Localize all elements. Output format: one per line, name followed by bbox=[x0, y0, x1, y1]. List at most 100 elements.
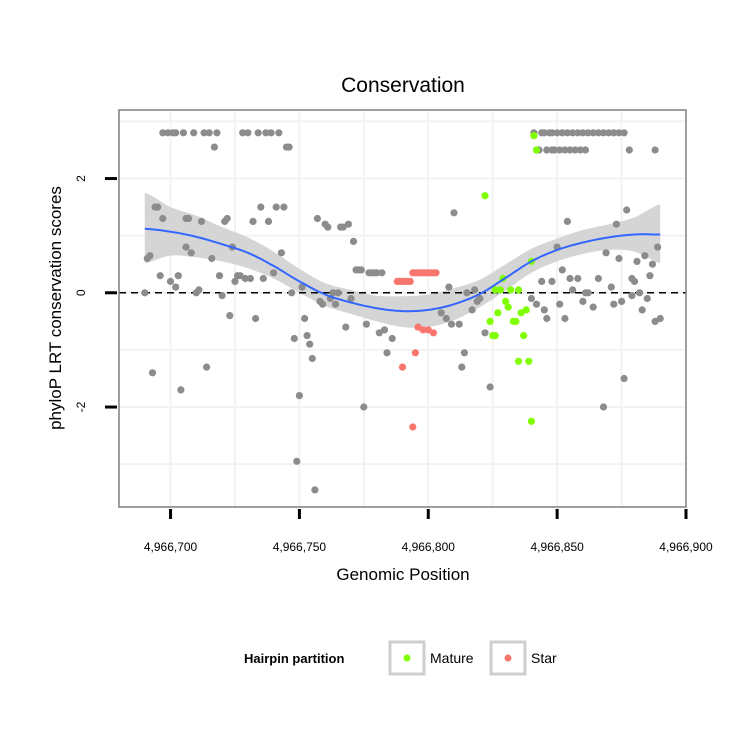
point-other bbox=[574, 129, 582, 137]
point-other bbox=[589, 303, 597, 311]
point-other bbox=[548, 129, 556, 137]
point-mature bbox=[496, 286, 504, 294]
point-other bbox=[538, 277, 546, 285]
point-other bbox=[280, 203, 288, 211]
point-mature bbox=[512, 317, 520, 325]
point-other bbox=[342, 323, 350, 331]
point-other bbox=[148, 369, 157, 377]
point-other bbox=[574, 274, 582, 283]
point-other bbox=[254, 129, 262, 137]
legend-title: Hairpin partition bbox=[244, 651, 344, 666]
point-other bbox=[146, 252, 154, 260]
point-other bbox=[437, 309, 445, 317]
point-other bbox=[166, 277, 175, 285]
point-other bbox=[215, 272, 224, 280]
point-other bbox=[200, 129, 208, 137]
point-other bbox=[210, 143, 218, 151]
point-other bbox=[468, 306, 476, 314]
y-tick-label: 2 bbox=[74, 175, 88, 182]
point-other bbox=[331, 300, 340, 308]
point-other bbox=[450, 209, 458, 217]
point-other bbox=[569, 129, 577, 137]
point-other bbox=[306, 340, 314, 348]
confidence-band bbox=[144, 192, 661, 328]
legend-star-dot bbox=[504, 654, 512, 662]
x-tick-label: 4,966,800 bbox=[402, 540, 456, 554]
point-other bbox=[563, 217, 572, 225]
point-other bbox=[208, 254, 216, 263]
point-other bbox=[344, 220, 352, 228]
point-other bbox=[543, 314, 551, 323]
point-mature bbox=[486, 317, 494, 325]
point-other bbox=[298, 283, 306, 291]
point-other bbox=[213, 129, 221, 137]
point-other bbox=[275, 129, 283, 137]
point-other bbox=[303, 332, 311, 340]
point-other bbox=[643, 294, 651, 303]
point-mature bbox=[502, 297, 510, 305]
point-other bbox=[654, 243, 662, 251]
x-tick-label: 4,966,750 bbox=[273, 540, 327, 554]
point-other bbox=[360, 403, 368, 411]
point-other bbox=[460, 349, 468, 357]
point-other bbox=[141, 289, 149, 297]
point-other bbox=[532, 300, 541, 308]
point-other bbox=[620, 374, 628, 383]
point-other bbox=[540, 129, 548, 137]
point-other bbox=[190, 129, 198, 137]
point-other bbox=[579, 297, 587, 305]
point-other bbox=[625, 146, 633, 154]
point-other bbox=[378, 269, 386, 277]
point-other bbox=[594, 274, 603, 283]
point-other bbox=[301, 314, 309, 323]
point-other bbox=[197, 217, 206, 225]
point-other bbox=[618, 297, 626, 305]
point-other bbox=[447, 320, 456, 328]
point-other bbox=[636, 289, 644, 297]
point-other bbox=[308, 354, 316, 363]
point-other bbox=[648, 260, 657, 268]
point-other bbox=[264, 217, 273, 225]
point-mature bbox=[522, 306, 530, 314]
point-other bbox=[589, 129, 597, 137]
point-other bbox=[581, 146, 590, 154]
point-other bbox=[556, 146, 564, 154]
point-other bbox=[486, 383, 494, 391]
point-other bbox=[388, 334, 396, 343]
point-star bbox=[398, 363, 407, 371]
point-other bbox=[185, 214, 193, 223]
point-other bbox=[594, 129, 603, 137]
point-other bbox=[156, 272, 164, 280]
x-tick-label: 4,966,700 bbox=[144, 540, 198, 554]
y-tick-label: -2 bbox=[74, 401, 88, 412]
point-other bbox=[241, 274, 249, 283]
point-other bbox=[195, 286, 203, 294]
point-mature bbox=[504, 303, 512, 311]
point-other bbox=[288, 289, 296, 297]
point-other bbox=[558, 129, 566, 137]
point-star bbox=[406, 277, 414, 285]
point-mature bbox=[525, 357, 533, 365]
point-star bbox=[429, 329, 437, 337]
point-other bbox=[646, 272, 654, 280]
point-other bbox=[259, 274, 267, 283]
point-other bbox=[223, 214, 231, 223]
point-other bbox=[607, 283, 615, 291]
point-other bbox=[380, 326, 389, 334]
point-other bbox=[218, 292, 226, 300]
point-other bbox=[623, 206, 631, 214]
y-tick-label: 0 bbox=[74, 289, 88, 296]
y-axis-label: phyloP LRT conservation scores bbox=[46, 186, 65, 430]
x-axis-label: Genomic Position bbox=[336, 565, 469, 584]
point-other bbox=[334, 289, 342, 297]
point-other bbox=[270, 269, 278, 277]
point-other bbox=[231, 277, 239, 285]
point-other bbox=[267, 129, 275, 137]
point-other bbox=[633, 257, 641, 265]
y-axis: -2 0 2 bbox=[74, 175, 117, 412]
point-other bbox=[628, 292, 636, 300]
point-star bbox=[411, 349, 419, 357]
point-mature bbox=[481, 192, 489, 200]
point-other bbox=[615, 254, 623, 263]
point-other bbox=[172, 283, 180, 291]
